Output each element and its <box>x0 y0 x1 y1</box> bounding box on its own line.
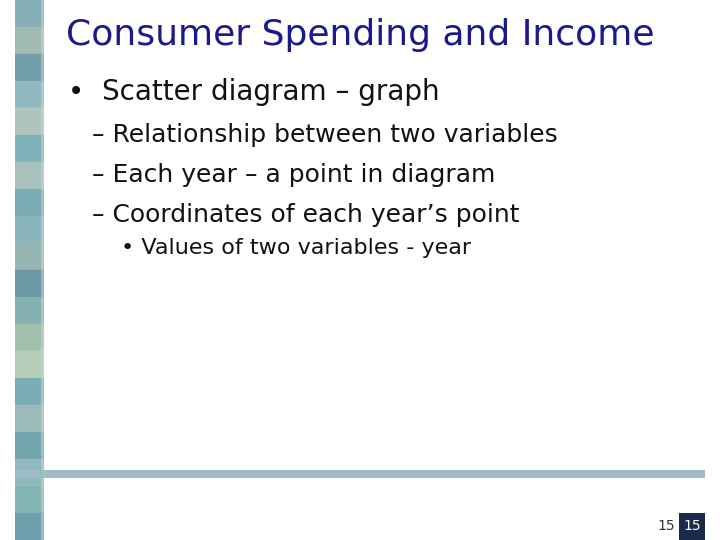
FancyBboxPatch shape <box>15 470 705 478</box>
FancyBboxPatch shape <box>15 0 705 540</box>
FancyBboxPatch shape <box>15 431 44 459</box>
FancyBboxPatch shape <box>15 0 44 540</box>
Text: 15: 15 <box>683 519 701 534</box>
FancyBboxPatch shape <box>15 458 44 486</box>
FancyBboxPatch shape <box>15 242 44 270</box>
FancyBboxPatch shape <box>15 377 44 405</box>
Text: – Relationship between two variables: – Relationship between two variables <box>92 123 557 147</box>
FancyBboxPatch shape <box>15 269 44 297</box>
FancyBboxPatch shape <box>15 512 44 540</box>
FancyBboxPatch shape <box>15 80 44 108</box>
FancyBboxPatch shape <box>41 0 44 540</box>
FancyBboxPatch shape <box>15 26 44 54</box>
FancyBboxPatch shape <box>15 215 44 243</box>
FancyBboxPatch shape <box>15 188 44 216</box>
FancyBboxPatch shape <box>15 323 44 351</box>
Text: – Coordinates of each year’s point: – Coordinates of each year’s point <box>92 203 519 227</box>
FancyBboxPatch shape <box>15 350 44 378</box>
FancyBboxPatch shape <box>15 404 44 432</box>
Text: 15: 15 <box>657 519 675 534</box>
FancyBboxPatch shape <box>679 513 705 540</box>
FancyBboxPatch shape <box>15 107 44 135</box>
FancyBboxPatch shape <box>15 0 44 27</box>
Text: •  Scatter diagram – graph: • Scatter diagram – graph <box>68 78 439 106</box>
Text: – Each year – a point in diagram: – Each year – a point in diagram <box>92 163 495 187</box>
FancyBboxPatch shape <box>15 296 44 324</box>
FancyBboxPatch shape <box>15 134 44 162</box>
FancyBboxPatch shape <box>15 161 44 189</box>
Text: Consumer Spending and Income: Consumer Spending and Income <box>66 18 654 52</box>
Text: • Values of two variables - year: • Values of two variables - year <box>120 238 471 258</box>
FancyBboxPatch shape <box>15 53 44 81</box>
FancyBboxPatch shape <box>15 485 44 513</box>
